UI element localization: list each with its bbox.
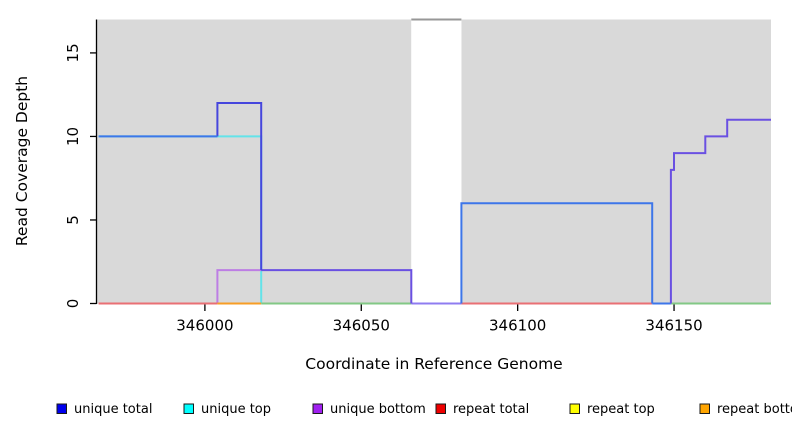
x-tick-label: 346100	[489, 317, 546, 335]
y-axis-title: Read Coverage Depth	[13, 76, 31, 246]
legend-label-unique-total: unique total	[74, 402, 152, 417]
x-tick-label: 346050	[333, 317, 390, 335]
y-tick-label: 10	[64, 127, 82, 146]
chart-generated-layer: 0 5 10 15 346000 346050 346100 346150 unique tot…	[56, 18, 792, 417]
x-tick-label: 346150	[645, 317, 702, 335]
series-segment-total-steps-right	[669, 118, 771, 304]
x-axis-title: Coordinate in Reference Genome	[305, 355, 562, 373]
legend-swatch-repeat-total	[435, 403, 446, 414]
legend-label-repeat-bottom: repeat bottom	[717, 402, 792, 417]
masked-region	[411, 19, 462, 304]
legend-swatch-unique-bottom	[312, 403, 323, 414]
series-segment-total-level-12-box	[216, 102, 263, 271]
series-segment-unique-bottom-level-2	[216, 269, 262, 304]
plot-background-right	[461, 19, 771, 304]
legend-swatch-repeat-top	[569, 403, 580, 414]
series-segment-total-level-6	[460, 202, 654, 304]
legend-label-unique-bottom: unique bottom	[330, 402, 426, 417]
legend-swatch-unique-total	[56, 403, 67, 414]
y-tick-label: 0	[64, 299, 82, 309]
x-tick-label: 346000	[176, 317, 233, 335]
legend-swatch-unique-top	[183, 403, 194, 414]
legend-label-unique-top: unique top	[201, 402, 271, 417]
legend-label-repeat-top: repeat top	[587, 402, 655, 417]
series-segment-total-level-2	[261, 269, 413, 304]
y-tick-label: 15	[64, 43, 82, 62]
legend-label-repeat-total: repeat total	[453, 402, 529, 417]
y-tick-label: 5	[64, 215, 82, 225]
legend-swatch-repeat-bottom	[699, 403, 710, 414]
plot-background-left	[97, 19, 412, 304]
